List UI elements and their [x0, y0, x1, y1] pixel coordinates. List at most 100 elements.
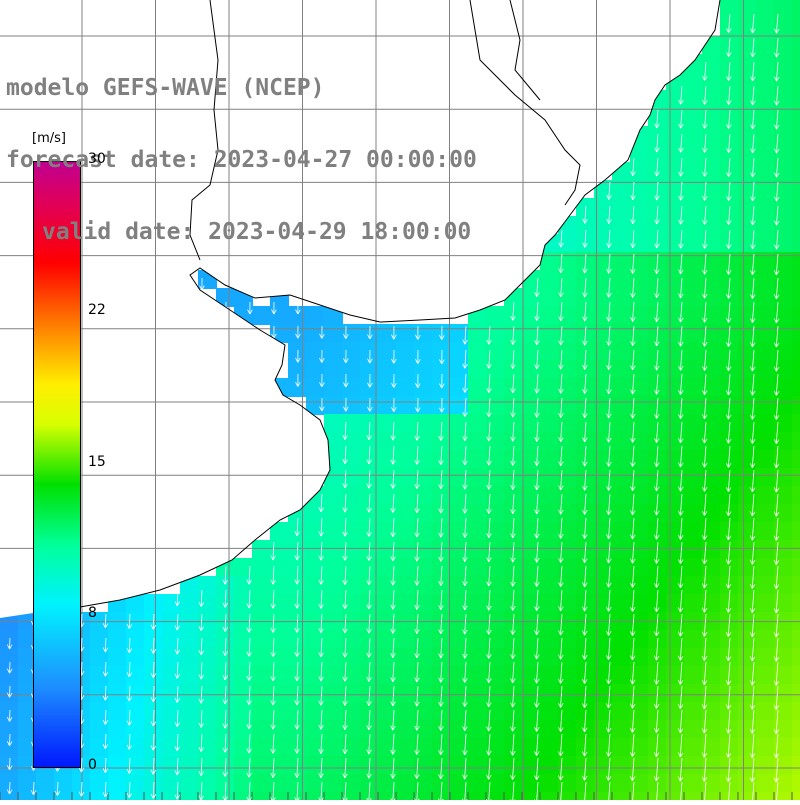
- wind-speed-cell: [342, 342, 361, 361]
- wind-speed-cell: [684, 90, 703, 109]
- wind-speed-cell: [342, 414, 361, 433]
- wind-speed-cell: [522, 594, 541, 613]
- wind-speed-cell: [396, 324, 415, 343]
- wind-speed-cell: [108, 738, 127, 757]
- wind-speed-cell: [684, 684, 703, 703]
- wind-speed-cell: [252, 666, 271, 685]
- wind-speed-cell: [756, 18, 775, 37]
- wind-speed-cell: [324, 774, 343, 793]
- wind-speed-cell: [162, 792, 181, 800]
- wind-speed-cell: [288, 324, 307, 343]
- wind-speed-cell: [792, 234, 800, 253]
- wind-speed-cell: [234, 666, 253, 685]
- wind-speed-cell: [684, 144, 703, 163]
- wind-speed-cell: [252, 684, 271, 703]
- wind-speed-cell: [684, 252, 703, 271]
- wind-speed-cell: [540, 504, 559, 523]
- wind-speed-cell: [126, 738, 145, 757]
- wind-speed-cell: [252, 576, 271, 595]
- wind-speed-cell: [36, 792, 55, 800]
- wind-speed-cell: [450, 738, 469, 757]
- wind-speed-cell: [756, 522, 775, 541]
- wind-speed-cell: [756, 72, 775, 91]
- wind-speed-cell: [198, 738, 217, 757]
- wind-speed-cell: [756, 0, 775, 19]
- wind-speed-cell: [180, 756, 199, 775]
- wind-speed-cell: [612, 756, 631, 775]
- wind-speed-cell: [540, 468, 559, 487]
- wind-speed-cell: [684, 756, 703, 775]
- wind-speed-cell: [540, 288, 559, 307]
- wind-speed-cell: [540, 360, 559, 379]
- wind-speed-cell: [486, 342, 505, 361]
- wind-speed-cell: [522, 522, 541, 541]
- wind-speed-cell: [468, 738, 487, 757]
- wind-speed-cell: [756, 288, 775, 307]
- wind-speed-cell: [684, 720, 703, 739]
- wind-speed-cell: [378, 792, 397, 800]
- wind-speed-cell: [108, 774, 127, 793]
- wind-speed-cell: [522, 792, 541, 800]
- wind-speed-cell: [792, 450, 800, 469]
- wind-speed-cell: [684, 522, 703, 541]
- wind-speed-cell: [792, 342, 800, 361]
- wind-speed-cell: [756, 126, 775, 145]
- wind-speed-cell: [126, 648, 145, 667]
- wind-speed-cell: [756, 504, 775, 523]
- wind-speed-cell: [792, 198, 800, 217]
- wind-speed-cell: [684, 306, 703, 325]
- wind-speed-cell: [396, 522, 415, 541]
- wind-speed-cell: [252, 774, 271, 793]
- wind-speed-cell: [666, 162, 685, 181]
- wind-speed-cell: [792, 702, 800, 721]
- wind-speed-cell: [396, 540, 415, 559]
- wind-speed-cell: [756, 450, 775, 469]
- wind-speed-cell: [378, 738, 397, 757]
- wind-speed-cell: [396, 504, 415, 523]
- wind-speed-cell: [684, 414, 703, 433]
- wind-speed-cell: [396, 792, 415, 800]
- wind-speed-cell: [792, 540, 800, 559]
- wind-speed-cell: [612, 684, 631, 703]
- wind-speed-cell: [342, 360, 361, 379]
- wind-speed-cell: [792, 432, 800, 451]
- wind-speed-cell: [36, 774, 55, 793]
- wind-speed-cell: [414, 486, 433, 505]
- wind-speed-cell: [684, 648, 703, 667]
- wind-speed-cell: [324, 324, 343, 343]
- wind-speed-cell: [324, 648, 343, 667]
- wind-speed-cell: [270, 558, 289, 577]
- wind-speed-cell: [612, 540, 631, 559]
- wind-speed-cell: [126, 630, 145, 649]
- wind-speed-cell: [396, 702, 415, 721]
- wind-speed-cell: [378, 594, 397, 613]
- wind-speed-cell: [324, 738, 343, 757]
- wind-speed-cell: [684, 396, 703, 415]
- wind-speed-cell: [756, 648, 775, 667]
- wind-speed-cell: [684, 126, 703, 145]
- wind-speed-cell: [792, 36, 800, 55]
- wind-speed-cell: [612, 558, 631, 577]
- wind-speed-cell: [684, 234, 703, 253]
- wind-speed-cell: [792, 288, 800, 307]
- model-name: modelo GEFS-WAVE (NCEP): [6, 76, 477, 100]
- wind-speed-cell: [396, 756, 415, 775]
- wind-speed-cell: [468, 360, 487, 379]
- wind-speed-cell: [396, 774, 415, 793]
- wind-speed-cell: [450, 522, 469, 541]
- wind-speed-cell: [756, 252, 775, 271]
- wind-speed-cell: [792, 486, 800, 505]
- wind-speed-cell: [108, 666, 127, 685]
- colorbar-tick-22: 22: [88, 302, 106, 318]
- wind-speed-cell: [540, 594, 559, 613]
- wind-speed-cell: [792, 792, 800, 800]
- wind-speed-cell: [180, 720, 199, 739]
- wind-speed-cell: [414, 324, 433, 343]
- wind-speed-cell: [684, 738, 703, 757]
- wind-speed-cell: [756, 324, 775, 343]
- wind-speed-cell: [738, 378, 757, 397]
- wind-speed-cell: [252, 738, 271, 757]
- wind-speed-cell: [198, 576, 217, 595]
- wind-speed-cell: [612, 666, 631, 685]
- wind-speed-cell: [540, 450, 559, 469]
